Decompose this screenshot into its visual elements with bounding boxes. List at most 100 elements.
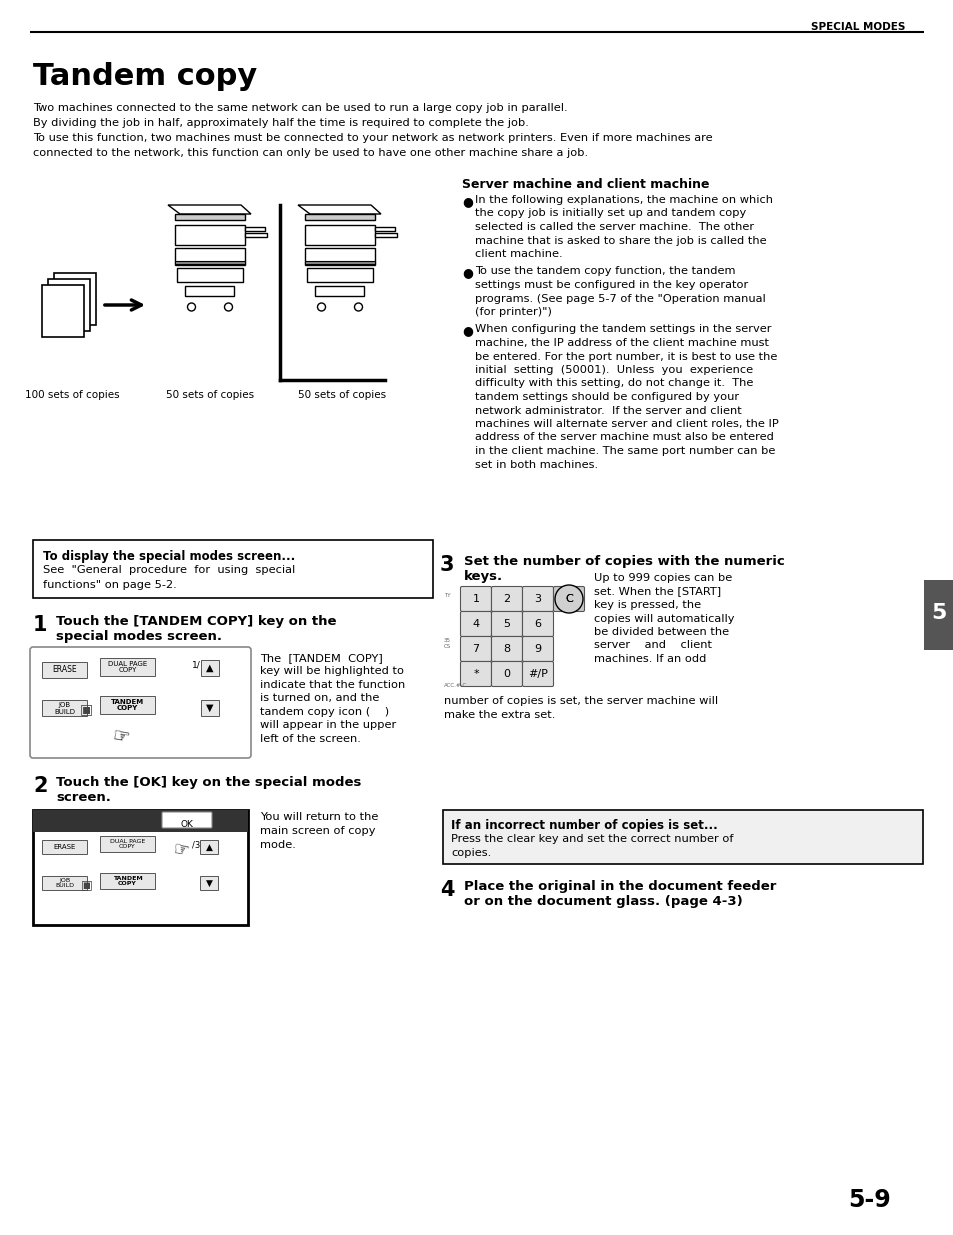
Text: keys.: keys. xyxy=(463,571,502,583)
Text: tandem copy icon (    ): tandem copy icon ( ) xyxy=(260,706,389,718)
Text: ERASE: ERASE xyxy=(52,666,77,674)
Text: left of the screen.: left of the screen. xyxy=(260,734,360,743)
Bar xyxy=(42,700,87,716)
Text: Server machine and client machine: Server machine and client machine xyxy=(461,178,709,191)
Text: Place the original in the document feeder: Place the original in the document feede… xyxy=(463,881,776,893)
Text: ☞: ☞ xyxy=(110,726,131,747)
FancyBboxPatch shape xyxy=(30,647,251,758)
Text: Up to 999 copies can be: Up to 999 copies can be xyxy=(594,573,732,583)
Text: indicate that the function: indicate that the function xyxy=(260,680,405,690)
Text: programs. (See page 5-7 of the "Operation manual: programs. (See page 5-7 of the "Operatio… xyxy=(475,294,765,304)
FancyBboxPatch shape xyxy=(491,662,522,687)
Text: TANDEM
COPY: TANDEM COPY xyxy=(112,876,142,887)
Text: DUAL PAGE
COPY: DUAL PAGE COPY xyxy=(110,839,145,850)
Bar xyxy=(174,214,245,220)
Text: *: * xyxy=(473,669,478,679)
Text: will appear in the upper: will appear in the upper xyxy=(260,720,395,730)
Text: server    and    client: server and client xyxy=(594,641,711,651)
Circle shape xyxy=(317,303,325,311)
Text: main screen of copy: main screen of copy xyxy=(260,826,375,836)
Text: or on the document glass. (page 4-3): or on the document glass. (page 4-3) xyxy=(463,895,742,908)
Text: When configuring the tandem settings in the server: When configuring the tandem settings in … xyxy=(475,325,771,335)
FancyBboxPatch shape xyxy=(491,636,522,662)
Text: in the client machine. The same port number can be: in the client machine. The same port num… xyxy=(475,446,775,456)
Bar xyxy=(54,273,96,325)
Text: network administrator.  If the server and client: network administrator. If the server and… xyxy=(475,405,741,415)
Text: ▼: ▼ xyxy=(205,878,213,888)
Bar xyxy=(305,225,375,245)
Text: the copy job is initially set up and tandem copy: the copy job is initially set up and tan… xyxy=(475,209,745,219)
Bar xyxy=(305,214,375,220)
Text: mode.: mode. xyxy=(260,840,295,850)
Polygon shape xyxy=(168,205,251,214)
Bar xyxy=(174,261,245,264)
Text: To use the tandem copy function, the tandem: To use the tandem copy function, the tan… xyxy=(475,267,735,277)
Text: initial  setting  (50001).  Unless  you  experience: initial setting (50001). Unless you expe… xyxy=(475,366,752,375)
Text: selected is called the server machine.  The other: selected is called the server machine. T… xyxy=(475,222,753,232)
Text: If an incorrect number of copies is set...: If an incorrect number of copies is set.… xyxy=(451,819,717,832)
Text: number of copies is set, the server machine will: number of copies is set, the server mach… xyxy=(443,697,718,706)
FancyBboxPatch shape xyxy=(553,587,584,611)
Text: 4: 4 xyxy=(439,881,454,900)
FancyBboxPatch shape xyxy=(460,636,491,662)
Text: ERASE: ERASE xyxy=(53,844,75,850)
Text: special modes screen.: special modes screen. xyxy=(56,630,222,643)
Text: Tandem copy: Tandem copy xyxy=(33,62,257,91)
Bar xyxy=(200,840,218,853)
Text: 2: 2 xyxy=(503,594,510,604)
Bar xyxy=(33,810,248,832)
Text: ACC.#-C: ACC.#-C xyxy=(443,683,467,688)
FancyBboxPatch shape xyxy=(162,811,212,827)
Text: To display the special modes screen...: To display the special modes screen... xyxy=(43,550,294,563)
Text: tandem settings should be configured by your: tandem settings should be configured by … xyxy=(475,391,739,403)
Text: settings must be configured in the key operator: settings must be configured in the key o… xyxy=(475,280,747,290)
Text: 2: 2 xyxy=(33,776,48,797)
Text: #/P: #/P xyxy=(528,669,547,679)
FancyBboxPatch shape xyxy=(460,611,491,636)
Text: difficulty with this setting, do not change it.  The: difficulty with this setting, do not cha… xyxy=(475,378,753,389)
Bar xyxy=(185,287,234,296)
Bar xyxy=(42,876,87,890)
Text: 6: 6 xyxy=(534,619,541,629)
Text: 1: 1 xyxy=(33,615,48,635)
Text: SPECIAL MODES: SPECIAL MODES xyxy=(810,22,904,32)
Text: ▲: ▲ xyxy=(205,842,213,851)
Polygon shape xyxy=(375,233,396,237)
Text: C: C xyxy=(564,594,572,604)
Bar xyxy=(201,700,219,716)
Bar xyxy=(923,580,953,650)
Text: 5-9: 5-9 xyxy=(848,1188,890,1212)
FancyBboxPatch shape xyxy=(491,611,522,636)
Text: Touch the [TANDEM COPY] key on the: Touch the [TANDEM COPY] key on the xyxy=(56,615,336,629)
Text: In the following explanations, the machine on which: In the following explanations, the machi… xyxy=(475,195,772,205)
Circle shape xyxy=(355,303,362,311)
Text: copies will automatically: copies will automatically xyxy=(594,614,734,624)
Text: ▣: ▣ xyxy=(80,701,92,716)
Text: See  "General  procedure  for  using  special: See "General procedure for using special xyxy=(43,564,294,576)
FancyBboxPatch shape xyxy=(522,611,553,636)
Text: JOB
BUILD: JOB BUILD xyxy=(54,701,75,715)
Text: 3: 3 xyxy=(439,555,454,576)
FancyBboxPatch shape xyxy=(522,636,553,662)
Bar xyxy=(307,268,373,282)
Text: 8: 8 xyxy=(503,643,510,655)
Bar xyxy=(42,840,87,853)
FancyBboxPatch shape xyxy=(33,810,248,925)
Bar xyxy=(42,662,87,678)
FancyBboxPatch shape xyxy=(442,810,923,864)
Text: 4: 4 xyxy=(472,619,479,629)
Circle shape xyxy=(224,303,233,311)
Text: key will be highlighted to: key will be highlighted to xyxy=(260,667,403,677)
Text: 50 sets of copies: 50 sets of copies xyxy=(297,390,386,400)
Text: You will return to the: You will return to the xyxy=(260,811,378,823)
Text: The  [TANDEM  COPY]: The [TANDEM COPY] xyxy=(260,653,382,663)
Text: machines will alternate server and client roles, the IP: machines will alternate server and clien… xyxy=(475,419,778,429)
Bar xyxy=(42,285,84,337)
Text: ▲: ▲ xyxy=(206,663,213,673)
Polygon shape xyxy=(297,205,380,214)
Text: TANDEM
COPY: TANDEM COPY xyxy=(111,699,144,711)
Text: TY: TY xyxy=(443,593,450,598)
Text: connected to the network, this function can only be used to have one other machi: connected to the network, this function … xyxy=(33,148,587,158)
Text: 0: 0 xyxy=(503,669,510,679)
FancyBboxPatch shape xyxy=(460,587,491,611)
